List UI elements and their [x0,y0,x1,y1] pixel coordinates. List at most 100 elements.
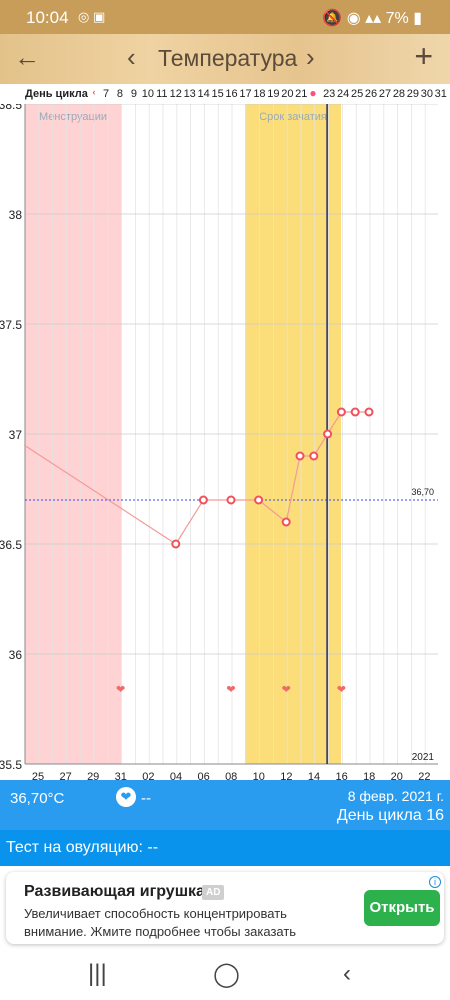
notification-icons: ◎ ▣ [78,9,106,24]
cycle-day-number: 9 [130,88,137,100]
cycle-day-label: День цикла [25,88,88,100]
temperature-point [309,451,319,461]
intercourse-heart-icon: ❤ [337,684,346,696]
y-tick-label: 38.5 [0,104,22,112]
cycle-day-number: 31 [434,88,447,100]
cycle-day-number: 23 [323,88,336,100]
temperature-point [364,407,374,417]
day-info-bar[interactable]: 36,70°C ❤ -- 8 февр. 2021 г. День цикла … [0,780,450,830]
x-tick-label: 22 [418,771,430,780]
intercourse-heart-icon: ❤ [116,684,125,696]
heart-icon[interactable]: ❤ [116,787,136,807]
cycle-day-number: 25 [350,88,364,100]
y-tick-label: 35.5 [0,758,22,772]
ad-title: Развивающая игрушка [24,883,205,900]
x-tick-label: 12 [280,771,292,780]
ovulation-test-label: Тест на овуляцию: -- [6,839,159,856]
menstruation-label: Менструации [39,111,107,123]
intercourse-heart-icon: ❤ [226,684,235,696]
selected-date: 8 февр. 2021 г. [347,788,444,804]
cycle-day-number: 18 [253,88,266,100]
ad-text: Увеличивает способность концентрировать … [24,906,297,939]
cycle-day-number: 16 [225,88,238,100]
temperature-point [171,539,181,549]
cycle-day-number: 28 [392,88,406,100]
x-tick-label: 04 [170,771,182,780]
x-tick-label: 31 [115,771,127,780]
recents-icon[interactable]: ||| [88,960,107,987]
cycle-day-number: 10 [141,88,154,100]
y-tick-label: 38 [9,208,23,222]
x-tick-label: 27 [59,771,71,780]
system-nav-bar: ||| ◯ ‹ [0,950,450,1000]
y-tick-label: 36.5 [0,538,22,552]
cycle-day-number: 19 [267,88,280,100]
cycle-day-number: 11 [156,88,168,100]
ad-info-icon[interactable]: i [429,876,441,888]
x-tick-label: 18 [363,771,375,780]
battery-percent: 7% [385,10,409,27]
y-tick-label: 36 [9,648,23,662]
mute-wifi-signal-icons: 🔕 ◉ ▴▴ [322,10,386,27]
temperature-point [336,407,346,417]
selected-cycle-day: День цикла 16 [336,807,444,824]
year-label: 2021 [412,752,435,763]
x-tick-label: 20 [391,771,403,780]
ovulation-test-row[interactable]: Тест на овуляцию: -- [0,830,450,866]
temperature-point [254,495,264,505]
page-title: Температура [158,45,298,71]
x-tick-label: 25 [32,771,44,780]
cycle-day-row: День цикла ‹ 7 8 9 10 11 12 13 14 15 16 17 18 19 20 21… [0,84,450,104]
cycle-day-number: 20 [281,88,294,100]
coverline-label: 36,70 [411,487,434,497]
y-tick-label: 37.5 [0,318,22,332]
cycle-day-number: 29 [406,88,420,100]
clock: 10:04 [26,8,69,27]
home-icon[interactable]: ◯ [213,961,240,988]
intercourse-heart-icon: ❤ [282,684,291,696]
cycle-day-number: 12 [169,88,182,100]
temperature-point [198,495,208,505]
ad-banner[interactable]: Развивающая игрушка AD Увеличивает спосо… [6,872,444,944]
back-arrow-icon[interactable]: ← [14,42,40,72]
intercourse-value: -- [141,790,151,807]
temperature-point [350,407,360,417]
cycle-day-number: 30 [420,88,433,100]
cycle-day-number: 13 [183,88,196,100]
next-chart-button[interactable]: › [306,42,315,72]
x-tick-label: 14 [308,771,320,780]
y-tick-label: 37 [9,428,23,442]
current-temperature: 36,70°C [10,790,65,807]
x-tick-label: 29 [87,771,99,780]
fertile-window-label: Срок зачатия [259,111,327,123]
cycle-day-number: 7 [102,88,110,100]
cycle-day-number: 8 [116,88,123,100]
cycle-day-number: 24 [337,88,350,100]
ad-badge: AD [202,885,225,900]
temperature-point [281,517,291,527]
status-bar: 10:04 ◎ ▣ 🔕 ◉ ▴▴ 7% ▮ [0,0,450,34]
cycle-day-number: 17 [239,88,252,100]
cycle-day-number: 15 [211,88,224,100]
today-dot-icon: ● [309,86,317,100]
x-tick-label: 16 [335,771,347,780]
period-marker-icon: ‹ [92,87,96,97]
app-bar: ← ‹ Температура › + [0,34,450,84]
x-tick-label: 02 [142,771,154,780]
temperature-chart[interactable]: Менструации Срок зачатия 38.5 38 37.5 37 36.5 3… [0,104,450,780]
cycle-day-number: 26 [364,88,378,100]
temperature-point [295,451,305,461]
nav-back-icon[interactable]: ‹ [343,960,351,987]
cycle-day-number: 27 [378,88,392,100]
x-tick-label: 08 [225,771,237,780]
temperature-point [226,495,236,505]
x-tick-label: 06 [197,771,209,780]
prev-chart-button[interactable]: ‹ [127,42,136,72]
status-right: 🔕 ◉ ▴▴ 7% ▮ [322,8,422,28]
add-button[interactable]: + [414,38,433,74]
battery-icon: ▮ [413,10,422,27]
x-tick-label: 10 [253,771,265,780]
cycle-day-number: 14 [197,88,210,100]
ad-open-button[interactable]: Открыть [364,890,440,926]
cycle-day-number: 21 [295,88,308,100]
